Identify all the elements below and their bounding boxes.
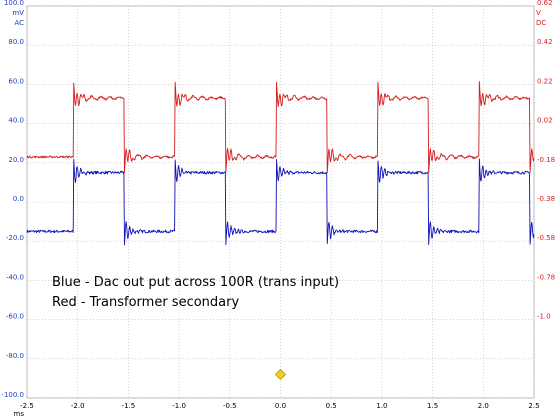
x-tick-label: -0.5 <box>223 402 237 410</box>
left-axis-unit-line-2: AC <box>14 19 24 27</box>
left-tick-label: 60.0 <box>8 77 24 85</box>
left-tick-label: 20.0 <box>8 156 24 164</box>
left-tick-label: 0.0 <box>13 195 24 203</box>
annotation-red-trace: Red - Transformer secondary <box>52 295 239 310</box>
x-tick-label: -2.0 <box>71 402 85 410</box>
x-tick-label: 1.5 <box>427 402 438 410</box>
left-tick-label: 80.0 <box>8 38 24 46</box>
left-axis-unit-line-1: mV <box>12 9 24 17</box>
x-axis-label: ms <box>14 410 25 418</box>
left-tick-label: -100.0 <box>1 391 24 399</box>
x-tick-label: -1.0 <box>172 402 186 410</box>
x-tick-label: -1.5 <box>122 402 136 410</box>
right-axis: 0.62 0.42 0.22 0.02 -0.18 -0.38 -0.58 -0.78 -1.0 <box>537 0 555 321</box>
trigger-marker[interactable] <box>274 368 287 381</box>
right-tick-label: 0.42 <box>537 38 553 46</box>
right-tick-label: 0.02 <box>537 117 553 125</box>
annotation-blue-trace: Blue - Dac out put across 100R (trans in… <box>52 275 339 290</box>
right-tick-label: -0.78 <box>537 273 555 281</box>
left-tick-label: -60.0 <box>6 313 24 321</box>
series-line-red <box>26 81 535 174</box>
right-axis-unit-line-2: DC <box>536 19 546 27</box>
right-axis-unit-line-1: V <box>536 9 541 17</box>
right-tick-label: 0.22 <box>537 77 553 85</box>
series-line-blue <box>26 158 535 246</box>
x-axis: -2.5 -2.0 -1.5 -1.0 -0.5 0.0 0.5 1.0 1.5 2.0 2.5 <box>20 402 539 410</box>
x-tick-label: 0.0 <box>275 402 286 410</box>
left-tick-label: -40.0 <box>6 273 24 281</box>
left-tick-label: 40.0 <box>8 117 24 125</box>
right-tick-label: -0.38 <box>537 195 555 203</box>
right-tick-label: -0.18 <box>537 156 555 164</box>
series-layer <box>26 81 535 246</box>
grid <box>26 5 535 399</box>
right-tick-label: -0.58 <box>537 234 555 242</box>
x-tick-label: 2.5 <box>528 402 539 410</box>
left-tick-label: 100.0 <box>4 0 24 7</box>
left-tick-label: -80.0 <box>6 352 24 360</box>
x-tick-label: -2.5 <box>20 402 34 410</box>
right-tick-label: -1.0 <box>537 313 551 321</box>
x-tick-label: 1.0 <box>376 402 387 410</box>
x-tick-label: 2.0 <box>478 402 489 410</box>
right-tick-label: 0.62 <box>537 0 553 7</box>
left-tick-label: -20.0 <box>6 234 24 242</box>
left-axis: 100.0 80.0 60.0 40.0 20.0 0.0 -20.0 -40.0 -60.0 -… <box>1 0 24 399</box>
plot-frame <box>26 5 535 399</box>
x-tick-label: 0.5 <box>326 402 337 410</box>
